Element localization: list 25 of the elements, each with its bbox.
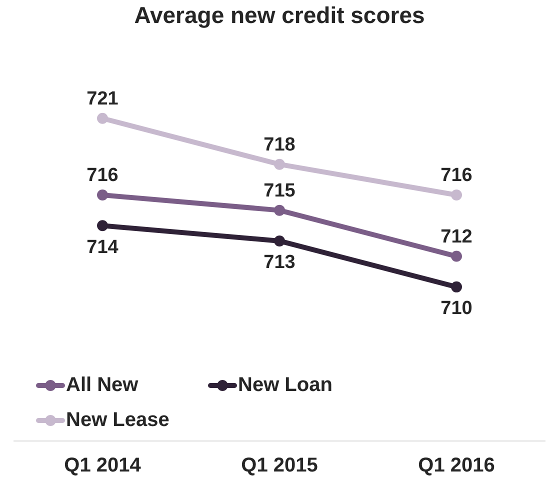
x-tick-label: Q1 2014: [64, 454, 142, 477]
data-label: 721: [86, 88, 119, 110]
x-tick-label: Q1 2015: [241, 454, 318, 477]
legend-label: New Loan: [238, 374, 332, 397]
point: [274, 235, 285, 246]
point: [451, 250, 462, 262]
point: [97, 112, 108, 124]
data-label: 712: [440, 226, 472, 248]
point: [274, 204, 285, 216]
data-label: 716: [440, 165, 472, 186]
data-label: 716: [86, 165, 118, 186]
chart-title: Average new credit scores: [134, 2, 425, 28]
data-label: 713: [264, 252, 296, 274]
point: [274, 158, 285, 170]
point: [97, 220, 108, 232]
legend-label: All New: [66, 374, 138, 397]
point: [451, 189, 462, 200]
x-tick-label: Q1 2016: [418, 454, 495, 477]
data-label: 715: [264, 180, 296, 202]
data-label: 710: [440, 298, 472, 320]
legend-label: New Lease: [66, 409, 170, 432]
data-label: 714: [86, 236, 119, 258]
point: [97, 189, 108, 200]
data-label: 718: [264, 134, 296, 156]
point: [451, 281, 462, 292]
